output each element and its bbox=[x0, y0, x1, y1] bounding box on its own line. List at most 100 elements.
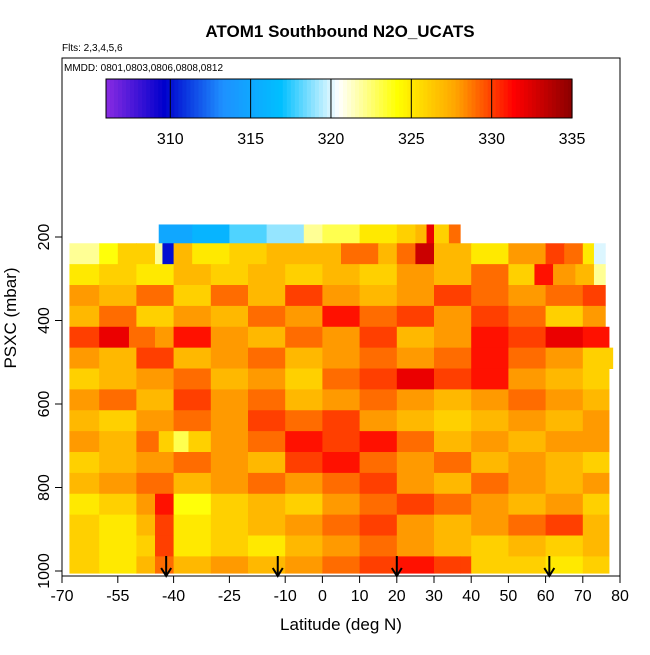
heatmap-cell bbox=[248, 389, 286, 411]
heatmap-cell bbox=[508, 389, 547, 411]
heatmap-cell bbox=[173, 243, 193, 265]
heatmap-cell bbox=[508, 305, 547, 328]
heatmap-cell bbox=[582, 514, 610, 537]
heatmap-cell bbox=[99, 556, 137, 574]
colorbar-swatch bbox=[519, 79, 525, 118]
heatmap-cell bbox=[248, 264, 286, 286]
heatmap-cell bbox=[136, 556, 156, 574]
heatmap-cell bbox=[434, 347, 472, 370]
colorbar-swatch bbox=[170, 79, 175, 118]
colorbar-swatch bbox=[567, 79, 573, 118]
heatmap-cell bbox=[173, 410, 212, 432]
heatmap-cell bbox=[396, 368, 435, 390]
colorbar-swatch bbox=[214, 79, 220, 118]
x-tick-label: 0 bbox=[318, 588, 327, 605]
heatmap-cell bbox=[99, 410, 137, 432]
colorbar-swatch bbox=[483, 79, 489, 118]
colorbar-swatch bbox=[351, 79, 356, 118]
heatmap-cell bbox=[136, 285, 175, 307]
colorbar-swatch bbox=[523, 79, 529, 118]
heatmap-cell bbox=[136, 514, 156, 537]
colorbar-swatch bbox=[375, 79, 380, 118]
latitude-marker-arrow bbox=[543, 556, 556, 578]
heatmap-cell bbox=[434, 535, 472, 557]
heatmap-cell bbox=[69, 368, 100, 390]
heatmap-cell bbox=[359, 556, 398, 574]
heatmap-cell bbox=[158, 431, 175, 453]
heatmap-cell bbox=[69, 472, 100, 495]
heatmap-cell bbox=[322, 285, 361, 307]
heatmap-cell bbox=[285, 368, 323, 390]
heatmap-cell bbox=[322, 493, 361, 516]
colorbar-swatch bbox=[559, 79, 565, 118]
x-tick-label: -10 bbox=[274, 588, 297, 605]
x-tick-label: 80 bbox=[611, 588, 629, 605]
heatmap-cell bbox=[188, 431, 212, 453]
heatmap-cell bbox=[396, 285, 435, 307]
heatmap-cell bbox=[136, 305, 175, 328]
latitude-marker-head bbox=[271, 567, 284, 578]
heatmap-cell bbox=[359, 264, 398, 286]
colorbar-swatch bbox=[194, 79, 199, 118]
heatmap-cell bbox=[285, 285, 323, 307]
heatmap-cell bbox=[210, 305, 249, 328]
colorbar-swatch bbox=[278, 79, 284, 118]
heatmap-cell bbox=[359, 535, 398, 557]
heatmap-cell bbox=[359, 368, 398, 390]
colorbar-swatch bbox=[467, 79, 473, 118]
heatmap-cell bbox=[128, 326, 156, 349]
colorbar-swatch bbox=[419, 79, 424, 118]
heatmap-cell bbox=[545, 305, 584, 328]
x-axis-label: Latitude (deg N) bbox=[280, 615, 402, 634]
heatmap-cell bbox=[248, 368, 286, 390]
colorbar-swatch bbox=[507, 79, 513, 118]
heatmap-cell bbox=[471, 556, 509, 574]
heatmap-cell bbox=[396, 305, 435, 328]
colorbar-swatch bbox=[403, 79, 408, 118]
colorbar-swatch bbox=[178, 79, 183, 118]
heatmap-cell bbox=[136, 389, 175, 411]
colorbar-swatch bbox=[126, 79, 131, 118]
x-tick-label: 30 bbox=[425, 588, 443, 605]
heatmap-cell bbox=[359, 224, 398, 244]
colorbar-swatch bbox=[158, 79, 163, 118]
heatmap-cell bbox=[582, 493, 610, 516]
y-tick-label: 400 bbox=[36, 307, 53, 334]
heatmap-cell bbox=[229, 243, 268, 265]
heatmap-cell bbox=[192, 243, 230, 265]
colorbar-swatch bbox=[122, 79, 127, 118]
heatmap-cell bbox=[322, 514, 361, 537]
heatmap-cell bbox=[173, 452, 212, 474]
heatmap-cell bbox=[396, 224, 416, 244]
heatmap-cell bbox=[155, 243, 164, 265]
heatmap-cell bbox=[545, 410, 584, 432]
colorbar-swatch bbox=[563, 79, 569, 118]
y-axis-label: PSXC (mbar) bbox=[1, 267, 20, 368]
heatmap-cell bbox=[471, 285, 509, 307]
heatmap-cell bbox=[545, 389, 584, 411]
heatmap-cell bbox=[99, 472, 137, 495]
heatmap-cell bbox=[471, 368, 509, 390]
colorbar-swatch bbox=[355, 79, 360, 118]
heatmap-cell bbox=[155, 535, 175, 557]
heatmap-cell bbox=[508, 326, 547, 349]
heatmap-cell bbox=[136, 368, 175, 390]
heatmap-cell bbox=[434, 326, 472, 349]
colorbar-swatch bbox=[182, 79, 187, 118]
heatmap-cell bbox=[99, 431, 137, 453]
colorbar-swatch bbox=[330, 79, 336, 118]
heatmap-cell bbox=[248, 410, 286, 432]
heatmap-cell bbox=[564, 243, 584, 265]
x-tick-label: 20 bbox=[388, 588, 406, 605]
heatmap-cell bbox=[508, 431, 547, 453]
heatmap-cell bbox=[359, 472, 398, 495]
heatmap-cell bbox=[69, 305, 100, 328]
colorbar-swatch bbox=[435, 79, 441, 118]
heatmap-cell bbox=[210, 410, 249, 432]
colorbar-swatch bbox=[202, 79, 208, 118]
heatmap-cell bbox=[434, 431, 472, 453]
heatmap-cell bbox=[99, 285, 137, 307]
heatmap-cell bbox=[136, 243, 156, 265]
dates-annotation: MMDD: 0801,0803,0806,0808,0812 bbox=[64, 63, 223, 74]
